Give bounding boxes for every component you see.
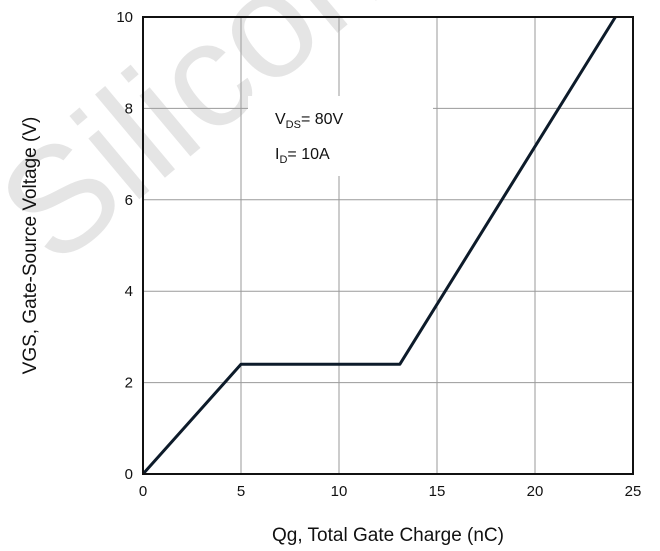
y-tick-label-4: 4 (125, 283, 133, 300)
annotation-vds: VDS= 80V (275, 111, 344, 131)
y-tick-label-10: 10 (116, 9, 133, 26)
x-tick-label-0: 0 (139, 483, 147, 500)
tick-labels: 0 5 10 15 20 25 0 2 4 6 8 10 (116, 9, 641, 500)
y-tick-label-8: 8 (125, 100, 133, 117)
y-tick-label-2: 2 (125, 375, 133, 392)
annotation-background (248, 96, 433, 176)
series-line-0 (141, 16, 617, 475)
y-tick-label-0: 0 (125, 466, 133, 483)
x-axis-title: Qg, Total Gate Charge (nC) (272, 525, 504, 546)
grid-lines (143, 17, 633, 474)
x-tick-label-15: 15 (429, 483, 446, 500)
y-axis-title: VGS, Gate-Source Voltage (V) (20, 117, 41, 375)
x-tick-label-5: 5 (237, 483, 245, 500)
plot-frame (142, 16, 634, 475)
x-tick-label-20: 20 (527, 483, 544, 500)
annotation-id: ID= 10A (275, 146, 330, 166)
series-line-group (141, 16, 617, 475)
x-tick-label-25: 25 (625, 483, 642, 500)
x-tick-label-10: 10 (331, 483, 348, 500)
annotations: VDS= 80V ID= 10A (248, 96, 433, 176)
y-tick-label-6: 6 (125, 192, 133, 209)
